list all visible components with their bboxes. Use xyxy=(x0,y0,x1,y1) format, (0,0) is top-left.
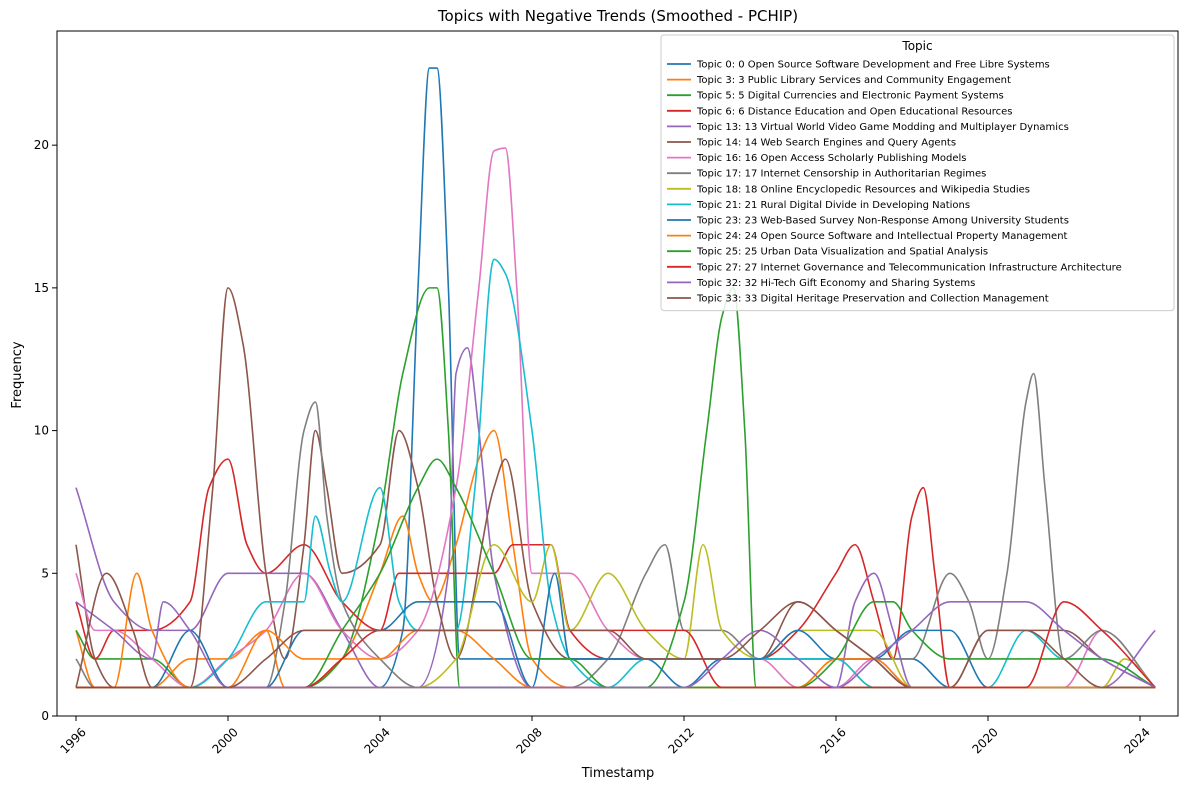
series-line-3 xyxy=(75,458,1156,689)
x-axis-title: Timestamp xyxy=(581,766,655,781)
x-tick-label-0: 1996 xyxy=(57,725,88,756)
y-axis-ticks: 0 5 10 15 20 xyxy=(34,138,57,723)
series-line-7 xyxy=(75,372,1156,689)
x-tick-label-2: 2004 xyxy=(361,725,392,756)
chart-title: Topics with Negative Trends (Smoothed - … xyxy=(437,7,798,25)
y-axis-title: Frequency xyxy=(10,341,25,408)
legend-label-1: Topic 3: 3 Public Library Services and C… xyxy=(696,75,1011,86)
series-line-15 xyxy=(75,572,1156,689)
series-line-2 xyxy=(75,287,1156,689)
legend-label-13: Topic 27: 27 Internet Governance and Tel… xyxy=(696,262,1122,273)
y-tick-label-0: 0 xyxy=(41,709,49,723)
legend-label-2: Topic 5: 5 Digital Currencies and Electr… xyxy=(696,91,1004,102)
series-line-4 xyxy=(75,347,1156,689)
series-line-14 xyxy=(75,601,1156,689)
legend-label-0: Topic 0: 0 Open Source Software Developm… xyxy=(696,60,1050,71)
series-lines xyxy=(75,67,1156,689)
legend-label-8: Topic 18: 18 Online Encyclopedic Resourc… xyxy=(696,184,1030,195)
legend-label-15: Topic 33: 33 Digital Heritage Preservati… xyxy=(696,294,1049,305)
series-line-9 xyxy=(76,258,1156,689)
x-tick-label-3: 2008 xyxy=(513,725,544,756)
legend-label-10: Topic 23: 23 Web-Based Survey Non-Respon… xyxy=(696,216,1069,227)
legend-label-14: Topic 32: 32 Hi-Tech Gift Economy and Sh… xyxy=(696,278,975,289)
legend-box xyxy=(660,34,1175,312)
legend-label-6: Topic 16: 16 Open Access Scholarly Publi… xyxy=(696,153,967,164)
legend-title: Topic xyxy=(901,39,932,53)
plot-area-frame xyxy=(56,30,1179,717)
y-tick-label-3: 15 xyxy=(34,281,49,295)
y-tick-label-4: 20 xyxy=(34,138,49,152)
series-line-8 xyxy=(76,543,1156,689)
legend-items: Topic 0: 0 Open Source Software Developm… xyxy=(667,60,1122,305)
legend-label-9: Topic 21: 21 Rural Digital Divide in Dev… xyxy=(696,200,970,211)
legend-label-3: Topic 6: 6 Distance Education and Open E… xyxy=(696,106,1012,117)
legend-label-7: Topic 17: 17 Internet Censorship in Auth… xyxy=(696,169,986,180)
x-tick-label-7: 2024 xyxy=(1121,725,1152,756)
x-axis-ticks: 1996 2000 2004 2008 2012 2016 2020 2024 xyxy=(57,716,1153,757)
series-line-5 xyxy=(75,287,1156,689)
legend-label-12: Topic 25: 25 Urban Data Visualization an… xyxy=(696,247,988,258)
legend-label-5: Topic 14: 14 Web Search Engines and Quer… xyxy=(696,138,956,149)
legend-label-11: Topic 24: 24 Open Source Software and In… xyxy=(696,231,1068,242)
x-tick-label-6: 2020 xyxy=(969,725,1000,756)
y-tick-label-1: 5 xyxy=(41,566,49,580)
y-tick-label-2: 10 xyxy=(34,424,49,438)
x-tick-label-1: 2000 xyxy=(209,725,240,756)
x-tick-label-4: 2012 xyxy=(665,725,696,756)
legend-label-4: Topic 13: 13 Virtual World Video Game Mo… xyxy=(696,122,1069,133)
x-tick-label-5: 2016 xyxy=(817,725,848,756)
chart-legend: Topic Topic 0: 0 Open Source Software De… xyxy=(660,34,1175,312)
